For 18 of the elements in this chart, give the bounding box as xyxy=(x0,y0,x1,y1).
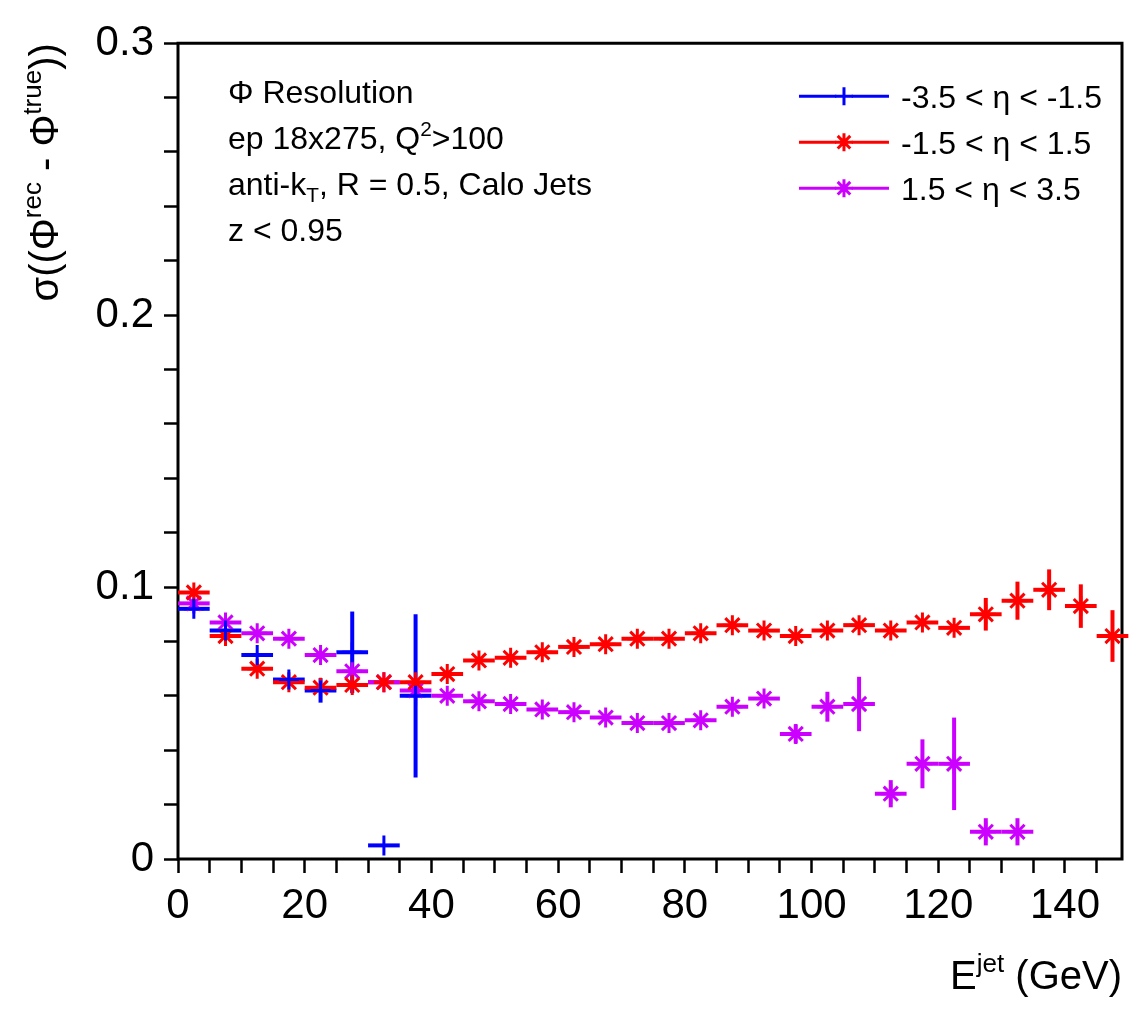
x-tick-label: 140 xyxy=(1029,879,1101,927)
legend-label: -3.5 < η < -1.5 xyxy=(900,79,1102,116)
x-tick-label: 40 xyxy=(408,879,455,927)
x-tick-label: 20 xyxy=(281,879,329,927)
x-tick-label: 100 xyxy=(776,879,847,927)
legend-label: -1.5 < η < 1.5 xyxy=(900,125,1092,162)
x-tick-label: 80 xyxy=(661,879,709,927)
y-tick-label: 0.3 xyxy=(95,16,154,64)
annotation: Φ Resolution xyxy=(228,74,414,111)
x-tick-label: 120 xyxy=(903,879,974,927)
y-tick-label: 0 xyxy=(130,832,154,880)
x-tick-label: 0 xyxy=(166,879,190,927)
y-axis-title: σ((Φrec - Φtrue)) xyxy=(17,43,66,302)
legend-label: 1.5 < η < 3.5 xyxy=(900,171,1081,208)
y-tick-label: 0.2 xyxy=(95,288,154,336)
y-tick-label: 0.1 xyxy=(95,560,154,608)
x-tick-label: 60 xyxy=(534,879,582,927)
annotation: z < 0.95 xyxy=(228,212,343,249)
